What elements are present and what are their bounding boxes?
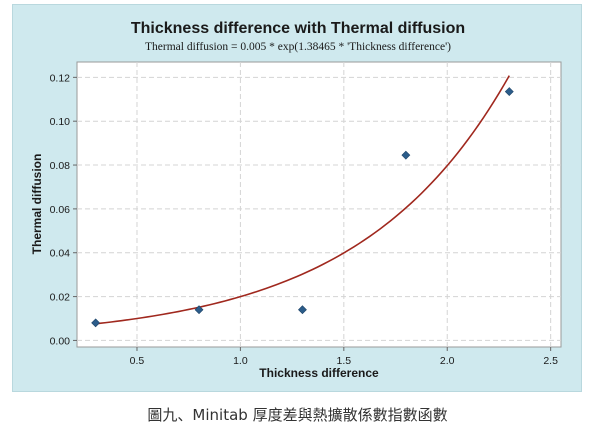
chart: Thickness difference with Thermal diffus… — [30, 20, 562, 380]
y-tick-label: 0.06 — [50, 204, 71, 216]
x-tick-label: 2.0 — [440, 355, 455, 367]
x-axis-label: Thickness difference — [259, 366, 379, 380]
data-point — [401, 150, 411, 160]
figure-caption: 圖九、Minitab 厚度差與熱擴散係數指數函數 — [147, 406, 448, 424]
data-point — [504, 87, 514, 97]
data-points — [91, 87, 514, 328]
chart-subtitle: Thermal diffusion = 0.005 * exp(1.38465 … — [145, 41, 451, 53]
y-axis-label: Thermal diffusion — [30, 154, 44, 255]
y-tick-label: 0.04 — [50, 248, 71, 260]
y-tick-label: 0.00 — [50, 335, 71, 347]
fit-curve-layer — [95, 75, 510, 325]
y-tick-label: 0.02 — [50, 292, 71, 304]
x-tick-label: 2.5 — [543, 355, 558, 367]
data-point — [194, 305, 204, 315]
y-axis-ticks: 0.00 0.02 0.04 0.06 0.08 0.10 0.12 — [50, 72, 77, 347]
x-axis-ticks: 0.5 1.0 1.5 2.0 2.5 — [130, 347, 558, 367]
chart-title: Thickness difference with Thermal diffus… — [131, 20, 465, 37]
x-tick-label: 0.5 — [130, 355, 145, 367]
y-tick-label: 0.08 — [50, 160, 71, 172]
data-point — [91, 318, 101, 328]
x-tick-label: 1.5 — [337, 355, 352, 367]
data-point — [298, 305, 307, 315]
y-tick-label: 0.10 — [50, 116, 71, 128]
y-tick-label: 0.12 — [50, 72, 71, 84]
fit-curve — [95, 75, 510, 325]
figure-panel: Thickness difference with Thermal diffus… — [12, 4, 582, 392]
gridlines — [77, 62, 561, 347]
x-tick-label: 1.0 — [233, 355, 248, 367]
plot-area — [76, 61, 562, 348]
